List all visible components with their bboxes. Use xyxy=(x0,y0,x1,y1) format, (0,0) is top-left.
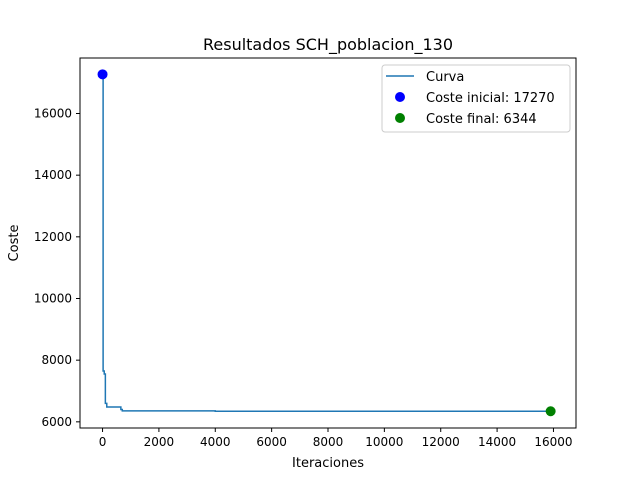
legend-label-final-cost: Coste final: 6344 xyxy=(426,112,537,127)
series-layer xyxy=(102,73,551,412)
x-tick-label: 2000 xyxy=(144,435,175,449)
y-tick-label: 6000 xyxy=(41,415,72,429)
y-tick-label: 14000 xyxy=(34,168,72,182)
y-tick-label: 12000 xyxy=(34,230,72,244)
y-tick-label: 16000 xyxy=(34,107,72,121)
series-line-curva xyxy=(102,73,551,412)
x-tick-label: 10000 xyxy=(365,435,403,449)
marker-layer xyxy=(97,69,556,417)
legend-label-initial-cost: Coste inicial: 17270 xyxy=(426,91,555,106)
y-tick-label: 10000 xyxy=(34,292,72,306)
legend-marker-initial xyxy=(395,92,405,102)
x-tick-label: 8000 xyxy=(313,435,344,449)
x-axis-ticks: 0 2000 4000 6000 8000 10000 12000 14000 16000 xyxy=(99,428,573,449)
final-cost-marker xyxy=(545,406,556,417)
x-tick-label: 0 xyxy=(99,435,107,449)
x-tick-label: 14000 xyxy=(478,435,516,449)
legend-box xyxy=(381,64,571,133)
legend: Curva Coste inicial: 17270 Coste final: … xyxy=(381,64,571,133)
x-tick-label: 6000 xyxy=(256,435,287,449)
legend-marker-final xyxy=(395,113,405,123)
x-tick-label: 12000 xyxy=(422,435,460,449)
initial-cost-marker xyxy=(97,69,108,80)
y-tick-label: 8000 xyxy=(41,353,72,367)
y-axis-label: Coste xyxy=(7,225,22,262)
chart-title: Resultados SCH_poblacion_130 xyxy=(203,35,453,55)
x-tick-label: 16000 xyxy=(534,435,572,449)
x-axis-label: Iteraciones xyxy=(292,456,364,471)
y-axis-ticks: 6000 8000 10000 12000 14000 16000 xyxy=(34,107,80,429)
legend-label-curve: Curva xyxy=(426,70,464,85)
x-tick-label: 4000 xyxy=(200,435,231,449)
